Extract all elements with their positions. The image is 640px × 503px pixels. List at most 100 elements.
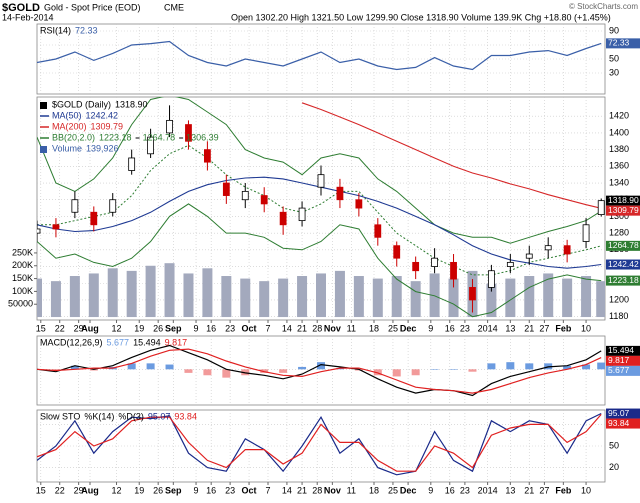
value-tag [606,205,640,216]
value-tag [606,259,640,270]
legend-text: 5.677 [107,337,130,347]
legend-text: 15.494 [133,337,161,347]
volume-bar [69,276,80,318]
x-tick-label: Sep [165,485,182,495]
histogram-bar [146,363,155,370]
quote: Open 1302.20 High 1321.50 Low 1299.90 Cl… [231,12,611,22]
band-upper [37,97,602,244]
volume-bar [596,281,605,318]
candle-body [185,124,192,142]
x-tick-label: 22 [55,323,65,333]
histogram-bar [165,364,174,370]
x-tick-label: 10 [581,485,591,495]
x-tick-label: 29 [74,323,84,333]
x-tick-label: 28 [312,485,322,495]
y-tick-label: 1200 [609,294,629,304]
value-tag [606,240,640,251]
x-tick-label: 13 [505,485,515,495]
y-tick-label: 50 [609,53,619,63]
volume-bar [581,276,592,318]
x-tick-label: 23 [225,485,235,495]
x-tick-label: Oct [242,485,257,495]
volume-bar [145,265,156,318]
legend-text: 1306.39 [186,132,219,142]
x-tick-label: 2014 [478,323,498,333]
x-tick-label: 12 [112,485,122,495]
y2-tick-label: 150K [12,273,33,283]
histogram-bar [392,369,401,377]
candle-body [393,245,401,259]
histogram-bar [70,365,79,370]
candle-body [582,224,590,242]
legend-text: 1309.79 [91,121,124,131]
x-tick-label: 28 [312,323,322,333]
legend-text: 9.817 [165,337,188,347]
legend-text: 1264.78 [143,132,176,142]
value-tag [606,195,640,206]
series-line [37,412,602,476]
x-tick-label: Feb [555,323,572,333]
volume-bar [429,273,440,318]
histogram-bar [298,366,307,370]
x-tick-label: 10 [581,323,591,333]
candle-body [469,287,476,301]
y2-tick-label: 250K [12,247,33,257]
x-tick-label: Aug [81,485,99,495]
histogram-bar [487,363,496,370]
volume-bar [391,276,402,318]
x-tick-label: Sep [165,323,182,333]
y-tick-label: 20 [609,462,619,472]
candle-body [544,245,552,251]
volume-bar [164,263,175,318]
candle-body [563,245,571,255]
volume-bar [372,278,383,318]
y2-tick-label: 50000 [8,299,33,309]
x-tick-label: 23 [225,323,235,333]
histogram-bar [430,369,439,370]
candle-body [525,253,533,259]
legend-background [38,412,39,422]
volume-bar [259,281,270,318]
date: 14-Feb-2014 [2,12,54,22]
histogram-bar [582,364,591,370]
value-tag-label: 15.494 [608,345,634,355]
legend-text: %K(14) [84,411,114,421]
legend-text: 95.07 [148,411,171,421]
y-tick-label: 1280 [609,228,629,238]
y-tick-label: 90 [609,25,619,35]
x-tick-label: 9 [428,485,433,495]
volume-bar [448,278,459,318]
legend-text: 72.33 [75,25,98,35]
legend-text: MACD(12,26,9) [40,337,103,347]
histogram-bar [449,369,458,370]
legend-text: $GOLD (Daily) [52,99,111,109]
candle-body [37,228,41,234]
x-tick-label: 12 [112,323,122,333]
legend-text: 1223.18 [99,132,132,142]
x-tick-label: Aug [81,323,99,333]
series-line [37,348,602,394]
y-tick-label: 1400 [609,127,629,137]
volume-bar [183,273,194,318]
volume-bar [505,278,516,318]
candle-body [336,186,344,201]
x-tick-label: Dec [400,323,417,333]
legend-text: BB(20,2.0) [52,132,95,142]
candle-body [279,211,287,226]
histogram-bar [411,369,420,376]
legend-text: 1242.42 [86,110,119,120]
x-tick-label: Nov [324,323,341,333]
moving-average [301,102,602,209]
volume-bar [37,278,42,318]
histogram-bar [525,363,534,370]
candle-body [450,261,457,280]
candle-body [222,182,230,196]
y-tick-label: 50 [609,440,619,450]
x-tick-label: Oct [242,323,257,333]
candle-body [487,270,495,288]
volume-bar [297,276,308,318]
histogram-bar [317,362,325,370]
volume-bar [88,273,99,318]
value-tag [606,355,640,366]
